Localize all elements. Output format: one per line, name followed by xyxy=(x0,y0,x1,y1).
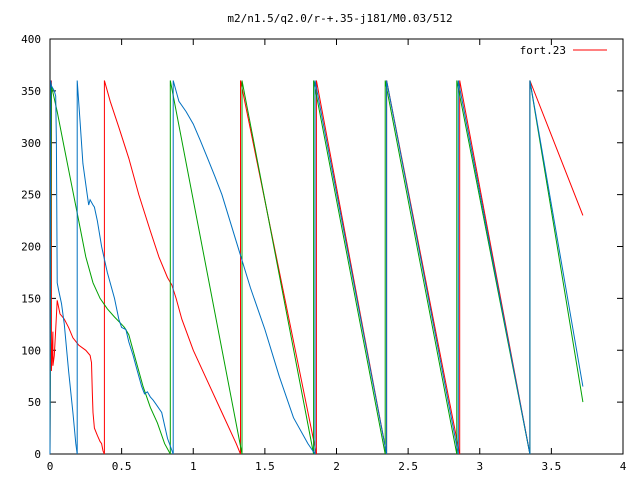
x-tick-label: 3.5 xyxy=(541,460,561,473)
x-tick-label: 0 xyxy=(47,460,54,473)
axis-ticks: 0 0.5 1 1.5 2 2.5 3 3.5 4 0 50 100 150 200 250 300 350 40… xyxy=(21,33,627,473)
y-tick-label: 250 xyxy=(21,189,41,202)
series-line xyxy=(172,80,316,455)
series-line xyxy=(529,80,584,454)
y-tick-label: 400 xyxy=(21,33,41,46)
series-line xyxy=(169,80,243,455)
y-tick-label: 0 xyxy=(34,448,41,461)
x-tick-label: 2 xyxy=(333,460,340,473)
series-line xyxy=(76,80,174,455)
y-tick-label: 50 xyxy=(28,396,41,409)
y-tick-label: 100 xyxy=(21,344,41,357)
x-tick-label: 3 xyxy=(476,460,483,473)
x-tick-label: 4 xyxy=(620,460,627,473)
legend: fort.23 xyxy=(520,44,607,57)
series-line xyxy=(386,80,459,455)
series-line xyxy=(49,80,105,455)
series-line xyxy=(241,80,315,455)
plot-area-border xyxy=(49,38,624,455)
series-line xyxy=(240,80,317,455)
series-1 xyxy=(49,80,584,455)
y-tick-label: 350 xyxy=(21,85,41,98)
series-line xyxy=(457,80,531,455)
series-3 xyxy=(49,80,584,455)
series-line xyxy=(313,80,386,455)
series-line xyxy=(529,80,584,454)
chart-title: m2/n1.5/q2.0/r-+.35-j181/M0.03/512 xyxy=(227,12,452,25)
series-layer xyxy=(49,80,584,455)
y-tick-label: 200 xyxy=(21,241,41,254)
x-tick-label: 0.5 xyxy=(112,460,132,473)
legend-label: fort.23 xyxy=(520,44,566,57)
x-tick-label: 1 xyxy=(190,460,197,473)
series-line xyxy=(314,80,388,455)
x-tick-label: 2.5 xyxy=(398,460,418,473)
series-line xyxy=(49,85,171,455)
x-tick-label: 1.5 xyxy=(255,460,275,473)
series-line xyxy=(384,80,458,455)
y-tick-label: 300 xyxy=(21,137,41,150)
series-line xyxy=(103,80,241,455)
series-line xyxy=(529,80,584,454)
series-line xyxy=(49,80,78,455)
y-tick-label: 150 xyxy=(21,292,41,305)
